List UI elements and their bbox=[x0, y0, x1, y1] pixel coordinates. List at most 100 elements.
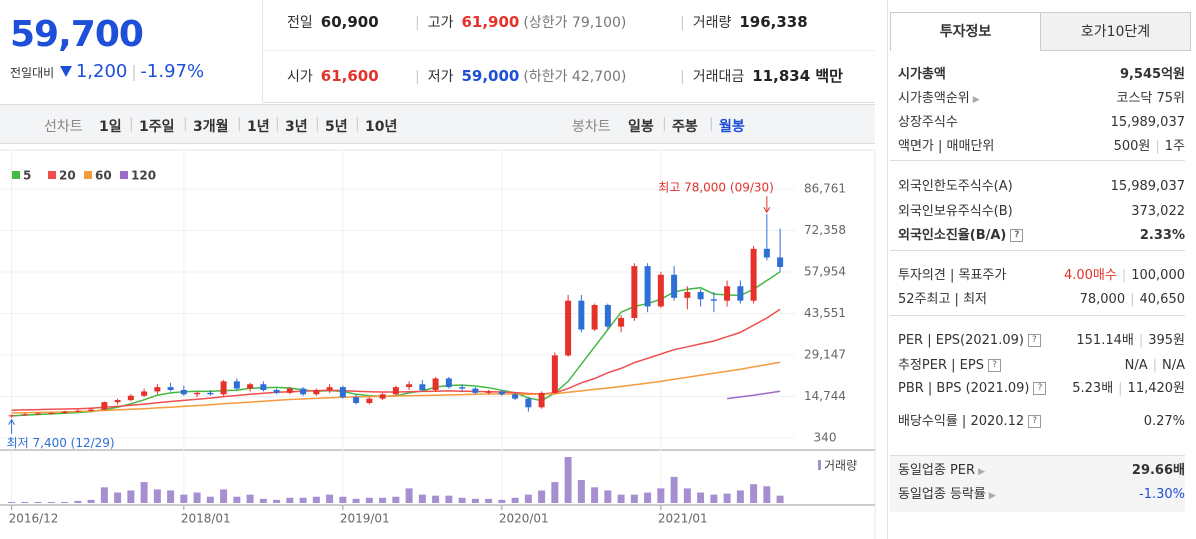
legend-label: 5 bbox=[23, 169, 31, 183]
volume-bar bbox=[432, 495, 440, 503]
label-text: 52주최고 | 최저 bbox=[898, 292, 987, 307]
info-row: 배당수익률 | 2020.12? 0.27% bbox=[898, 413, 1185, 431]
volume-bar bbox=[683, 488, 691, 503]
period-button[interactable]: 1년 bbox=[247, 119, 270, 135]
y-tick-label: 29,147 bbox=[804, 348, 846, 362]
info-row: 투자의견 | 목표주가 4.00매수 | 100,000 bbox=[898, 267, 1185, 285]
volume-bar bbox=[47, 501, 55, 503]
volume-bar bbox=[140, 482, 148, 503]
info-row: 52주최고 | 최저 78,000 | 40,650 bbox=[898, 291, 1185, 309]
moving-average-line bbox=[727, 390, 781, 400]
period-button[interactable]: 일봉 bbox=[628, 119, 654, 135]
help-icon[interactable]: ? bbox=[1028, 415, 1042, 428]
info-row: PER | EPS(2021.09)? 151.14배 | 395원 bbox=[898, 332, 1185, 350]
period-button[interactable]: 주봉 bbox=[672, 119, 698, 135]
period-button[interactable]: 3년 bbox=[285, 119, 308, 135]
volume-bar bbox=[763, 486, 771, 503]
separator: | bbox=[131, 62, 137, 81]
row-divider bbox=[263, 50, 875, 51]
volume-bar bbox=[21, 501, 29, 503]
separator: | bbox=[709, 116, 714, 132]
value-text: 1주 bbox=[1164, 139, 1185, 154]
candle-body bbox=[61, 411, 68, 414]
help-icon[interactable]: ? bbox=[1033, 382, 1047, 395]
help-icon[interactable]: ? bbox=[987, 359, 1001, 372]
toolbar-label: 선차트 bbox=[44, 119, 83, 135]
candle-body bbox=[432, 378, 439, 390]
candle-body bbox=[737, 286, 744, 301]
y-tick-label: 72,358 bbox=[804, 223, 846, 237]
volume-bar bbox=[670, 476, 678, 503]
info-row: 추정PER | EPS? N/A | N/A bbox=[898, 357, 1185, 375]
info-value: N/A | N/A bbox=[1125, 357, 1185, 375]
label-text: 외국인소진율(B/A) bbox=[898, 228, 1007, 243]
period-button[interactable]: 5년 bbox=[325, 119, 348, 135]
tab[interactable]: 호가10단계 bbox=[1040, 12, 1191, 51]
volume-bar bbox=[153, 489, 161, 503]
label-text: 상장주식수 bbox=[898, 115, 958, 130]
candle-body bbox=[445, 378, 452, 388]
toolbar-label: 봉차트 bbox=[572, 119, 611, 135]
candle-body bbox=[591, 305, 598, 330]
volume-bar bbox=[365, 497, 373, 503]
volume-bar bbox=[418, 494, 426, 503]
volume-bar bbox=[273, 499, 281, 503]
tab[interactable]: 투자정보 bbox=[890, 12, 1041, 51]
info-label: 추정PER | EPS? bbox=[898, 357, 1001, 375]
volume-bar bbox=[127, 490, 135, 503]
help-icon[interactable]: ? bbox=[1027, 334, 1041, 347]
candle-body bbox=[485, 391, 492, 393]
value-text: N/A bbox=[1124, 358, 1148, 373]
candle-body bbox=[8, 415, 15, 417]
candle-body bbox=[697, 292, 704, 300]
change-label: 전일대비 bbox=[10, 66, 55, 80]
volume-bar bbox=[697, 492, 705, 503]
volume-bar bbox=[312, 496, 320, 503]
change-rate: -1.97% bbox=[140, 61, 205, 82]
volume-bar bbox=[736, 490, 744, 503]
candle-body bbox=[671, 274, 678, 298]
volume-bar bbox=[180, 494, 188, 503]
volume-bar bbox=[750, 484, 758, 503]
volume-bar bbox=[524, 494, 532, 503]
volume-bar bbox=[8, 501, 16, 503]
volume-bar bbox=[511, 497, 519, 503]
period-button[interactable]: 3개월 bbox=[193, 119, 229, 135]
volume-bar bbox=[74, 500, 82, 503]
legend-label: 20 bbox=[59, 169, 76, 183]
volume-bar bbox=[723, 493, 731, 503]
stat-limit: (하한가 42,700) bbox=[523, 69, 627, 85]
info-value: 4.00매수 | 100,000 bbox=[1064, 267, 1185, 285]
period-button[interactable]: 10년 bbox=[365, 119, 398, 135]
candle-body bbox=[631, 266, 638, 318]
y-tick-label: 14,744 bbox=[804, 389, 846, 403]
info-label: 52주최고 | 최저 bbox=[898, 291, 987, 309]
volume-bar bbox=[87, 499, 95, 503]
separator: | bbox=[1138, 333, 1144, 348]
volume-bar bbox=[577, 480, 585, 503]
candle-body bbox=[74, 410, 81, 412]
help-icon[interactable]: ? bbox=[1010, 229, 1024, 242]
value-text: 100,000 bbox=[1131, 268, 1185, 283]
volume-bar bbox=[591, 487, 599, 503]
period-button[interactable]: 1주일 bbox=[139, 119, 175, 135]
candle-body bbox=[406, 384, 413, 388]
period-button[interactable]: 1일 bbox=[99, 119, 122, 135]
volume-bar bbox=[167, 490, 175, 503]
candle-body bbox=[710, 299, 717, 301]
volume-bar bbox=[405, 488, 413, 503]
info-label: 외국인한도주식수(A) bbox=[898, 178, 1013, 196]
candle-body bbox=[472, 388, 479, 393]
volume-bar bbox=[485, 498, 493, 503]
separator: | bbox=[1121, 268, 1127, 283]
period-button[interactable]: 월봉 bbox=[719, 119, 745, 135]
info-value: 15,989,037 bbox=[1111, 114, 1185, 132]
separator: | bbox=[1118, 381, 1123, 396]
info-row: 외국인소진율(B/A)? 2.33% bbox=[898, 227, 1185, 245]
y-tick-label: 57,954 bbox=[804, 265, 846, 279]
separator: | bbox=[315, 116, 320, 132]
info-label: PER | EPS(2021.09)? bbox=[898, 332, 1041, 350]
stat-label: 시가 bbox=[287, 69, 313, 85]
info-label: 투자의견 | 목표주가 bbox=[898, 267, 1006, 285]
volume-bar bbox=[498, 499, 506, 503]
